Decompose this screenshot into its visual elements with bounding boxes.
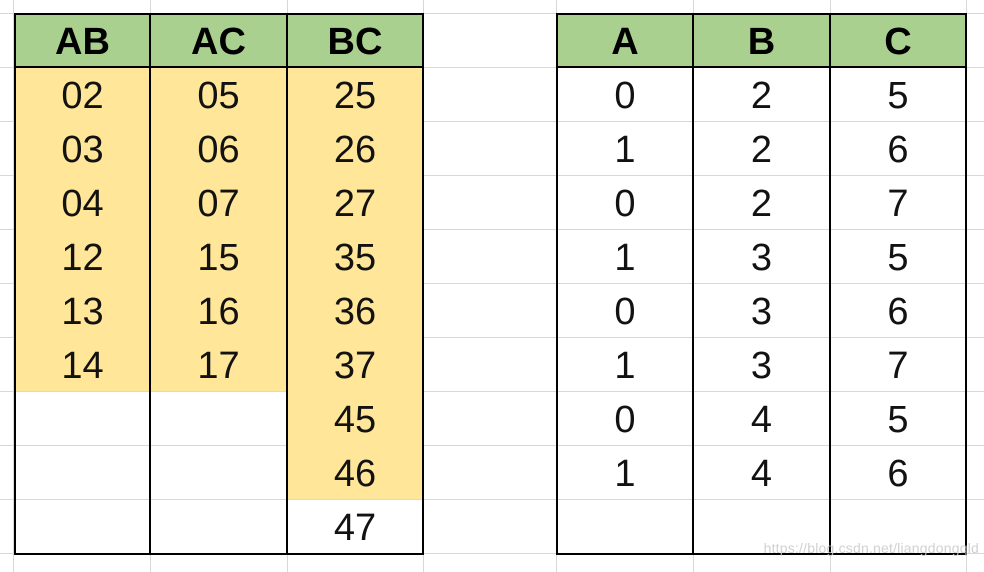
column-header-c[interactable]: C <box>831 15 965 68</box>
table-cell[interactable]: 12 <box>16 229 151 284</box>
table-cell[interactable]: 06 <box>151 121 288 176</box>
table-cell[interactable] <box>151 499 288 554</box>
table-cell[interactable]: 0 <box>558 175 694 230</box>
table-cell[interactable]: 02 <box>16 68 151 122</box>
table-cell[interactable]: 05 <box>151 68 288 122</box>
table-cell[interactable]: 27 <box>288 175 422 230</box>
table-cell[interactable]: 0 <box>558 391 694 446</box>
table-cell[interactable]: 7 <box>887 183 909 226</box>
column-header-a[interactable]: A <box>558 15 694 68</box>
watermark-url: https://blog.csdn.net/liangdongqld <box>763 540 979 556</box>
gridline-vertical <box>13 0 14 572</box>
table-cell[interactable]: 36 <box>288 283 422 338</box>
table-cell[interactable]: 17 <box>151 337 288 392</box>
table-cell[interactable] <box>16 445 151 500</box>
table-cell[interactable]: 6 <box>887 291 909 333</box>
table-cell[interactable] <box>558 499 694 554</box>
table-cell[interactable] <box>16 499 151 554</box>
table-cell[interactable]: 1 <box>558 445 694 500</box>
table-cell[interactable]: 47 <box>333 506 377 549</box>
left-table: AB AC BC 02 05 25 03 06 26 04 07 27 12 1… <box>14 13 424 555</box>
table-cell[interactable]: 3 <box>694 337 831 392</box>
table-cell[interactable]: 46 <box>288 445 422 500</box>
table-cell[interactable]: 5 <box>887 398 909 441</box>
table-cell[interactable]: 1 <box>558 121 694 176</box>
column-header-ab[interactable]: AB <box>16 15 151 68</box>
table-cell[interactable]: 37 <box>288 337 422 392</box>
table-cell[interactable]: 15 <box>151 229 288 284</box>
table-cell[interactable]: 25 <box>288 68 422 122</box>
table-cell[interactable]: 45 <box>288 391 422 446</box>
table-cell[interactable]: 14 <box>16 337 151 392</box>
table-cell[interactable]: 4 <box>694 445 831 500</box>
table-cell[interactable]: 26 <box>288 121 422 176</box>
table-cell[interactable]: 3 <box>694 229 831 284</box>
table-cell[interactable]: 5 <box>887 237 909 280</box>
column-header-bc[interactable]: BC <box>288 15 422 68</box>
table-cell[interactable]: 16 <box>151 283 288 338</box>
table-cell[interactable]: 13 <box>16 283 151 338</box>
table-cell[interactable] <box>694 499 831 554</box>
table-cell[interactable]: 0 <box>558 68 694 122</box>
table-cell[interactable]: 4 <box>694 391 831 446</box>
table-cell[interactable]: 07 <box>151 175 288 230</box>
table-cell[interactable] <box>16 391 151 446</box>
table-cell[interactable]: 5 <box>887 75 909 118</box>
table-cell[interactable]: 6 <box>887 452 909 495</box>
table-cell[interactable]: 3 <box>694 283 831 338</box>
table-cell[interactable]: 2 <box>694 121 831 176</box>
table-cell[interactable] <box>151 391 288 446</box>
table-cell[interactable]: 2 <box>694 175 831 230</box>
table-cell[interactable]: 35 <box>288 229 422 284</box>
table-cell[interactable]: 6 <box>887 129 909 172</box>
table-cell[interactable]: 04 <box>16 175 151 230</box>
table-cell[interactable]: 7 <box>887 344 909 387</box>
table-cell[interactable]: 2 <box>694 68 831 122</box>
column-header-b[interactable]: B <box>694 15 831 68</box>
table-cell[interactable]: 1 <box>558 337 694 392</box>
table-cell[interactable]: 03 <box>16 121 151 176</box>
table-cell[interactable]: 0 <box>558 283 694 338</box>
table-cell[interactable] <box>151 445 288 500</box>
table-cell[interactable]: 1 <box>558 229 694 284</box>
right-table: A B C 0 2 5 1 2 6 0 2 7 1 3 5 0 3 6 1 3 … <box>556 13 967 555</box>
column-header-ac[interactable]: AC <box>151 15 288 68</box>
